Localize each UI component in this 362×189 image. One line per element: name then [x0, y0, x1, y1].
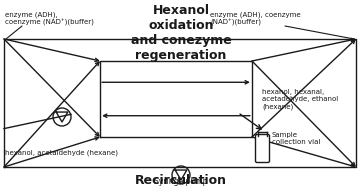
- Text: Syringe pump: Syringe pump: [154, 177, 208, 186]
- Text: hexanol, hexanal,
acetadehyde, ethanol
(hexane): hexanol, hexanal, acetadehyde, ethanol (…: [262, 89, 338, 109]
- Text: enzyme (ADH), coenzyme
(NAD⁺)(buffer): enzyme (ADH), coenzyme (NAD⁺)(buffer): [210, 11, 300, 26]
- FancyBboxPatch shape: [256, 135, 269, 163]
- Text: Recirculation: Recirculation: [135, 174, 227, 187]
- Text: Hexanol
oxidation
and conezyme
regeneration: Hexanol oxidation and conezyme regenerat…: [131, 4, 231, 62]
- Text: Sample
collection vial: Sample collection vial: [272, 132, 320, 145]
- Text: enzyme (ADH),
coenzyme (NAD⁺)(buffer): enzyme (ADH), coenzyme (NAD⁺)(buffer): [5, 11, 94, 26]
- Text: hexanol, acetaldehyde (hexane): hexanol, acetaldehyde (hexane): [5, 149, 118, 156]
